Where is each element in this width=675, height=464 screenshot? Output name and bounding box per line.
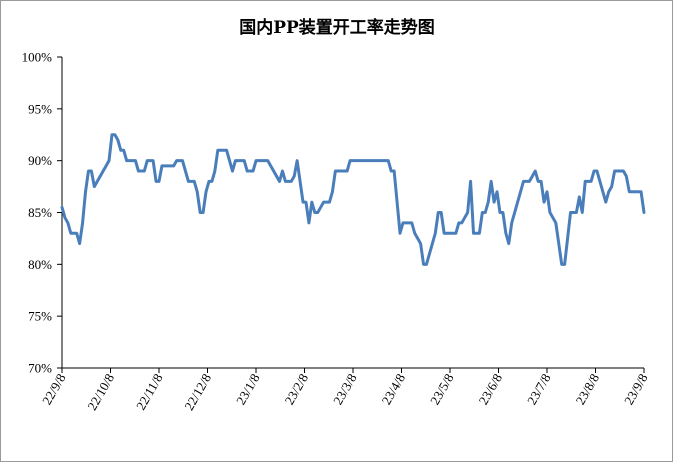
- chart-title: 国内PP装置开工率走势图: [239, 17, 435, 38]
- y-tick-label: 95%: [28, 101, 52, 116]
- series-line: [60, 133, 646, 266]
- x-tick-label: 23/8/8: [572, 371, 602, 407]
- y-tick-label: 75%: [28, 309, 52, 324]
- x-tick-label: 23/7/8: [524, 371, 554, 407]
- y-tick-label: 70%: [28, 361, 52, 376]
- y-tick-label: 90%: [28, 153, 52, 168]
- x-tick-label: 23/5/8: [427, 371, 457, 407]
- x-tick-label: 23/3/8: [330, 371, 360, 407]
- series-layer: [60, 133, 646, 266]
- x-tick-label: 22/10/8: [84, 371, 117, 413]
- x-axis: 22/9/8 22/10/8 22/11/8 22/12/8 23/1/8 23/2/8 2…: [39, 367, 651, 413]
- x-tick-label: 23/2/8: [281, 371, 311, 407]
- x-tick-label: 23/4/8: [378, 371, 408, 407]
- x-tick-label: 22/12/8: [181, 371, 214, 413]
- y-tick-label: 85%: [28, 205, 52, 220]
- y-tick-label: 100%: [22, 50, 53, 65]
- x-tick-label: 22/9/8: [39, 371, 69, 407]
- x-tick-label: 22/11/8: [133, 371, 166, 412]
- x-tick-label: 23/6/8: [475, 371, 505, 407]
- x-tick-label: 23/9/8: [621, 371, 651, 407]
- x-tick-label: 23/1/8: [233, 371, 263, 407]
- y-tick-label: 80%: [28, 257, 52, 272]
- y-axis: 70% 75% 80% 85% 90% 95% 100%: [22, 50, 63, 376]
